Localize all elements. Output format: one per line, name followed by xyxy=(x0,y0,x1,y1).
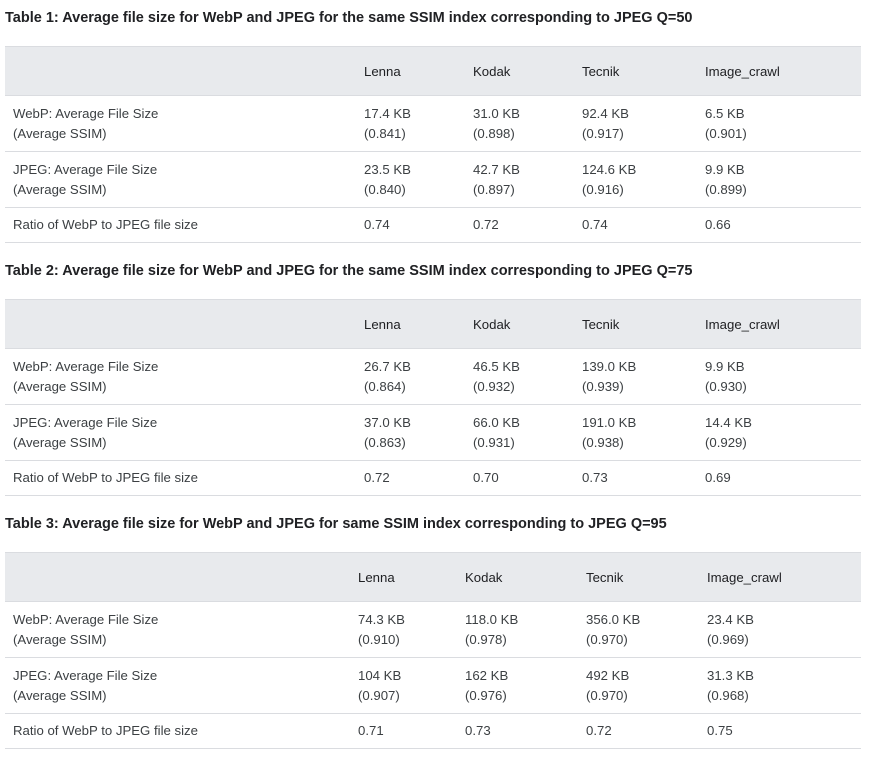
table-header-row: Lenna Kodak Tecnik Image_crawl xyxy=(5,46,861,96)
table-cell: 492 KB (0.970) xyxy=(578,657,699,714)
row-label: WebP: Average File Size (Average SSIM) xyxy=(5,95,356,152)
table-cell: 0.69 xyxy=(697,460,861,496)
table-row-ratio: Ratio of WebP to JPEG file size 0.71 0.7… xyxy=(5,713,861,749)
table-cell: 31.0 KB (0.898) xyxy=(465,95,574,152)
table-header-row: Lenna Kodak Tecnik Image_crawl xyxy=(5,552,861,602)
table-caption: Table 3: Average file size for WebP and … xyxy=(5,516,667,532)
table-cell: 9.9 KB (0.930) xyxy=(697,348,861,405)
table-row-ratio: Ratio of WebP to JPEG file size 0.72 0.7… xyxy=(5,460,861,496)
table-cell: 31.3 KB (0.968) xyxy=(699,657,861,714)
table-row-webp: WebP: Average File Size (Average SSIM) 17… xyxy=(5,95,861,152)
table-cell: 23.5 KB (0.840) xyxy=(356,151,465,208)
table-cell: 26.7 KB (0.864) xyxy=(356,348,465,405)
header-cell-empty xyxy=(5,299,356,349)
row-label: JPEG: Average File Size (Average SSIM) xyxy=(5,151,356,208)
header-cell-image-crawl: Image_crawl xyxy=(697,46,861,96)
table-cell: 37.0 KB (0.863) xyxy=(356,404,465,461)
comparison-table: Lenna Kodak Tecnik Image_crawl WebP: Ave… xyxy=(5,552,861,749)
table-section-3: Table 3: Average file size for WebP and … xyxy=(5,514,861,749)
row-label: WebP: Average File Size (Average SSIM) xyxy=(5,348,356,405)
table-row-jpeg: JPEG: Average File Size (Average SSIM) 23… xyxy=(5,151,861,208)
table-cell: 0.73 xyxy=(574,460,697,496)
table-row-webp: WebP: Average File Size (Average SSIM) 74… xyxy=(5,601,861,658)
row-label: Ratio of WebP to JPEG file size xyxy=(5,207,356,243)
table-cell: 66.0 KB (0.931) xyxy=(465,404,574,461)
header-cell-empty xyxy=(5,552,350,602)
table-cell: 74.3 KB (0.910) xyxy=(350,601,457,658)
table-row-jpeg: JPEG: Average File Size (Average SSIM) 37… xyxy=(5,404,861,461)
header-cell-kodak: Kodak xyxy=(457,552,578,602)
row-label: Ratio of WebP to JPEG file size xyxy=(5,460,356,496)
comparison-table: Lenna Kodak Tecnik Image_crawl WebP: Ave… xyxy=(5,299,861,496)
table-cell: 124.6 KB (0.916) xyxy=(574,151,697,208)
table-cell: 104 KB (0.907) xyxy=(350,657,457,714)
table-cell: 356.0 KB (0.970) xyxy=(578,601,699,658)
header-cell-empty xyxy=(5,46,356,96)
table-caption: Table 1: Average file size for WebP and … xyxy=(5,10,693,26)
header-cell-lenna: Lenna xyxy=(356,46,465,96)
table-cell: 0.73 xyxy=(457,713,578,749)
header-cell-tecnik: Tecnik xyxy=(578,552,699,602)
header-cell-lenna: Lenna xyxy=(350,552,457,602)
table-cell: 0.70 xyxy=(465,460,574,496)
table-cell: 0.72 xyxy=(356,460,465,496)
header-cell-kodak: Kodak xyxy=(465,46,574,96)
table-cell: 17.4 KB (0.841) xyxy=(356,95,465,152)
table-cell: 14.4 KB (0.929) xyxy=(697,404,861,461)
table-cell: 46.5 KB (0.932) xyxy=(465,348,574,405)
row-label: Ratio of WebP to JPEG file size xyxy=(5,713,350,749)
table-section-2: Table 2: Average file size for WebP and … xyxy=(5,261,861,496)
table-section-1: Table 1: Average file size for WebP and … xyxy=(5,8,861,243)
table-cell: 23.4 KB (0.969) xyxy=(699,601,861,658)
table-row-ratio: Ratio of WebP to JPEG file size 0.74 0.7… xyxy=(5,207,861,243)
row-label: WebP: Average File Size (Average SSIM) xyxy=(5,601,350,658)
row-label: JPEG: Average File Size (Average SSIM) xyxy=(5,404,356,461)
row-label: JPEG: Average File Size (Average SSIM) xyxy=(5,657,350,714)
table-header-row: Lenna Kodak Tecnik Image_crawl xyxy=(5,299,861,349)
header-cell-image-crawl: Image_crawl xyxy=(697,299,861,349)
table-cell: 0.71 xyxy=(350,713,457,749)
table-row-jpeg: JPEG: Average File Size (Average SSIM) 10… xyxy=(5,657,861,714)
table-cell: 139.0 KB (0.939) xyxy=(574,348,697,405)
table-cell: 0.75 xyxy=(699,713,861,749)
table-cell: 0.74 xyxy=(356,207,465,243)
comparison-table: Lenna Kodak Tecnik Image_crawl WebP: Ave… xyxy=(5,46,861,243)
table-cell: 0.72 xyxy=(578,713,699,749)
header-cell-tecnik: Tecnik xyxy=(574,46,697,96)
table-cell: 42.7 KB (0.897) xyxy=(465,151,574,208)
table-cell: 191.0 KB (0.938) xyxy=(574,404,697,461)
table-cell: 0.74 xyxy=(574,207,697,243)
table-cell: 6.5 KB (0.901) xyxy=(697,95,861,152)
header-cell-kodak: Kodak xyxy=(465,299,574,349)
table-caption: Table 2: Average file size for WebP and … xyxy=(5,263,693,279)
header-cell-image-crawl: Image_crawl xyxy=(699,552,861,602)
table-cell: 162 KB (0.976) xyxy=(457,657,578,714)
table-row-webp: WebP: Average File Size (Average SSIM) 26… xyxy=(5,348,861,405)
table-cell: 0.72 xyxy=(465,207,574,243)
header-cell-lenna: Lenna xyxy=(356,299,465,349)
table-cell: 92.4 KB (0.917) xyxy=(574,95,697,152)
header-cell-tecnik: Tecnik xyxy=(574,299,697,349)
table-cell: 0.66 xyxy=(697,207,861,243)
table-cell: 9.9 KB (0.899) xyxy=(697,151,861,208)
table-cell: 118.0 KB (0.978) xyxy=(457,601,578,658)
